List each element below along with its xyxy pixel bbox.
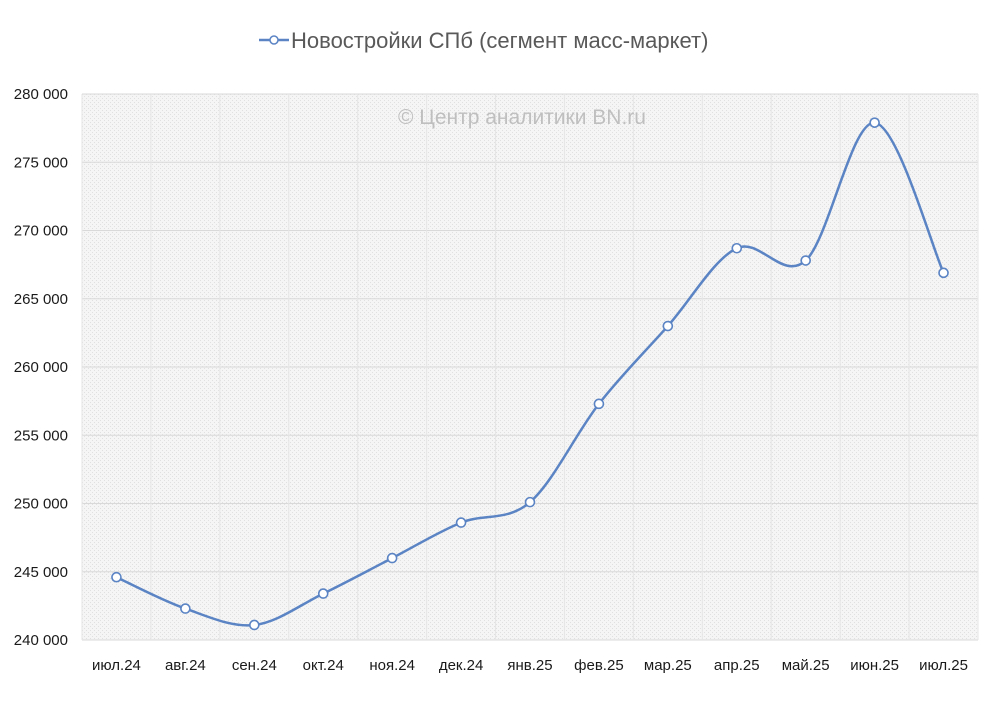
legend-label: Новостройки СПб (сегмент масс-маркет) bbox=[291, 28, 708, 53]
data-point bbox=[317, 588, 329, 599]
y-tick-label: 280 000 bbox=[14, 86, 68, 103]
data-point bbox=[386, 552, 398, 564]
y-tick-label: 260 000 bbox=[14, 359, 68, 376]
data-point bbox=[455, 517, 467, 528]
x-tick-label: ноя.24 bbox=[369, 657, 415, 674]
x-tick-label: мар.25 bbox=[644, 657, 692, 674]
series-points bbox=[111, 117, 949, 631]
series-line bbox=[115, 121, 945, 627]
x-axis-tick-labels: июл.24 авг.24 сен.24 окт.24 ноя.24 дек.24 янв.… bbox=[92, 657, 968, 674]
y-tick-label: 270 000 bbox=[14, 223, 68, 240]
x-tick-label: авг.24 bbox=[165, 657, 206, 674]
x-tick-label: сен.24 bbox=[232, 657, 277, 674]
data-point bbox=[524, 496, 536, 508]
y-tick-label: 255 000 bbox=[14, 427, 68, 444]
data-point bbox=[731, 242, 743, 254]
x-tick-label: май.25 bbox=[782, 657, 830, 674]
x-tick-label: июн.25 bbox=[850, 657, 899, 674]
watermark-text: © Центр аналитики BN.ru bbox=[398, 106, 646, 129]
data-point bbox=[662, 320, 674, 332]
legend: Новостройки СПб (сегмент масс-маркет) bbox=[259, 28, 708, 53]
y-tick-label: 250 000 bbox=[14, 496, 68, 513]
x-tick-label: янв.25 bbox=[507, 657, 552, 674]
data-point bbox=[180, 603, 191, 614]
y-tick-label: 275 000 bbox=[14, 154, 68, 171]
x-tick-label: июл.25 bbox=[919, 657, 968, 674]
x-tick-label: фев.25 bbox=[574, 657, 624, 674]
y-tick-label: 265 000 bbox=[14, 291, 68, 308]
x-tick-label: дек.24 bbox=[439, 657, 484, 674]
vertical-gridlines bbox=[81, 94, 979, 640]
legend-point-marker bbox=[269, 35, 279, 45]
y-axis-tick-labels: 240 000 245 000 250 000 255 000 260 000 265 0… bbox=[14, 86, 68, 649]
x-tick-label: июл.24 bbox=[92, 657, 141, 674]
data-point bbox=[800, 255, 811, 266]
data-point bbox=[869, 117, 880, 128]
data-point bbox=[111, 571, 122, 583]
y-tick-label: 245 000 bbox=[14, 564, 68, 581]
data-point bbox=[593, 398, 605, 410]
data-point bbox=[249, 619, 260, 631]
y-tick-label: 240 000 bbox=[14, 632, 68, 649]
x-tick-label: окт.24 bbox=[303, 657, 344, 674]
gridlines bbox=[82, 93, 978, 641]
x-tick-label: апр.25 bbox=[714, 657, 760, 674]
data-point bbox=[938, 267, 949, 279]
